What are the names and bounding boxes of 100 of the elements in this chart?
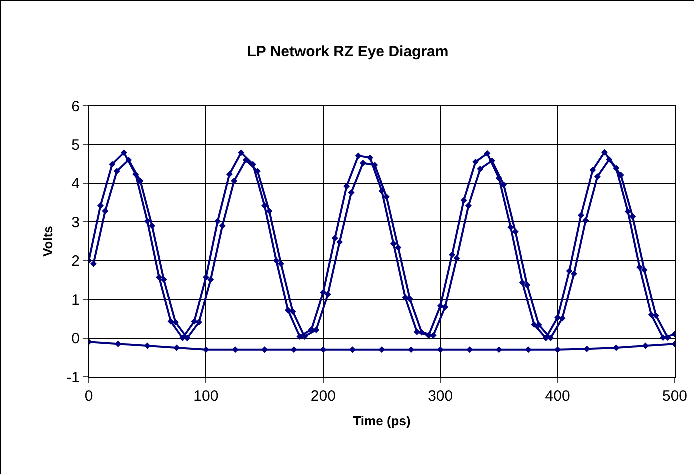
point: [120, 150, 128, 156]
point: [418, 329, 426, 336]
point: [320, 346, 327, 354]
y-tick-label: -1: [66, 369, 80, 386]
point: [226, 171, 233, 178]
point: [559, 315, 566, 322]
point: [430, 332, 437, 339]
point: [641, 266, 648, 274]
point: [266, 208, 273, 215]
point: [336, 239, 344, 246]
point: [320, 289, 327, 296]
point: [402, 294, 409, 301]
point: [191, 318, 198, 325]
point: [414, 328, 420, 336]
point: [168, 318, 174, 325]
point: [566, 268, 573, 275]
point: [332, 235, 338, 242]
point: [477, 166, 484, 172]
point: [156, 274, 163, 281]
point: [278, 260, 284, 268]
point: [126, 156, 132, 164]
point: [290, 308, 296, 315]
point: [408, 346, 415, 354]
point: [454, 255, 460, 262]
point: [648, 312, 655, 318]
point: [460, 197, 468, 204]
y-tick-label: 4: [72, 176, 80, 193]
point: [367, 154, 374, 162]
point: [231, 178, 238, 184]
point: [465, 202, 472, 210]
point: [254, 168, 262, 175]
point: [290, 346, 298, 354]
x-tick-label: 0: [84, 388, 94, 405]
point: [149, 222, 156, 230]
point: [554, 314, 562, 322]
point: [242, 156, 250, 164]
point: [548, 335, 554, 342]
point: [115, 340, 122, 348]
point: [109, 161, 116, 168]
y-tick-label: 5: [72, 136, 80, 154]
point: [349, 346, 356, 354]
point: [590, 167, 596, 174]
point: [174, 344, 180, 352]
point: [664, 334, 672, 342]
point: [437, 302, 444, 310]
point: [184, 335, 191, 342]
point: [102, 208, 109, 215]
point: [636, 264, 644, 271]
point: [653, 312, 660, 320]
point: [232, 346, 239, 354]
point: [601, 149, 608, 156]
y-tick-label: 6: [72, 98, 80, 116]
point: [500, 182, 508, 188]
point: [114, 168, 120, 175]
point: [606, 156, 613, 164]
point: [466, 346, 474, 354]
point: [313, 326, 320, 334]
point: [160, 276, 168, 284]
point: [594, 174, 601, 180]
x-tick-label: 400: [545, 388, 570, 405]
point: [144, 342, 151, 350]
point: [355, 152, 362, 160]
point: [524, 282, 531, 288]
point: [512, 228, 519, 236]
point: [202, 274, 210, 281]
chart-title: LP Network RZ Eye Diagram: [247, 44, 449, 61]
point: [137, 178, 144, 184]
point: [554, 346, 562, 354]
point: [296, 333, 304, 340]
point: [613, 344, 620, 352]
point: [406, 296, 414, 302]
point: [642, 342, 649, 350]
point: [395, 244, 402, 251]
point: [180, 335, 186, 342]
y-axis-title: Volts: [40, 226, 56, 257]
point: [578, 212, 584, 219]
point: [542, 335, 550, 342]
point: [624, 208, 632, 215]
point: [284, 307, 292, 314]
point: [172, 319, 179, 326]
point: [360, 160, 366, 167]
point: [214, 218, 222, 225]
point: [660, 334, 667, 342]
point: [383, 194, 390, 200]
point: [390, 240, 397, 248]
point: [496, 346, 502, 354]
point: [449, 252, 456, 258]
point: [484, 150, 491, 157]
point: [202, 346, 210, 354]
point: [570, 270, 578, 278]
point: [584, 346, 590, 352]
point: [196, 319, 202, 326]
point: [208, 276, 214, 284]
x-axis-title: Time (ps): [353, 414, 411, 429]
point: [582, 217, 590, 224]
point: [531, 321, 538, 328]
point: [378, 346, 386, 354]
point: [97, 202, 104, 210]
point: [344, 183, 350, 190]
point: [519, 280, 526, 286]
